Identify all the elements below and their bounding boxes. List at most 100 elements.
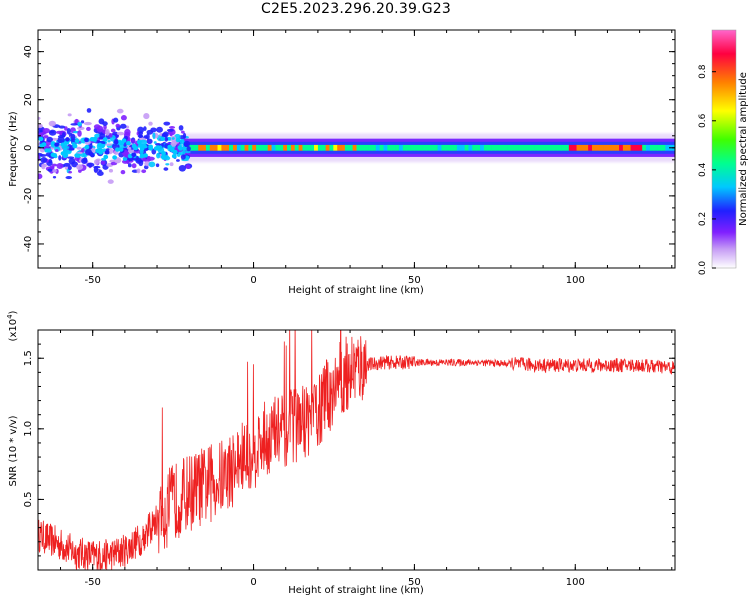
spectrogram-band-cell (422, 144, 427, 151)
spectrogram-band-cell (375, 144, 380, 151)
spectrogram-band-cell (267, 144, 272, 151)
spectrogram-scatter-core (103, 154, 109, 160)
spectrogram-band-cell (615, 144, 620, 151)
snr-frame (37, 329, 676, 571)
colorbar: 0.0 0.2 0.4 0.6 0.8 Normalized spectral ampl… (698, 29, 749, 275)
spectrogram-scatter-blob (178, 125, 184, 131)
spectrogram-band-cell (665, 144, 670, 151)
spectrogram-scatter-core (54, 142, 60, 147)
spectrogram-ytick-label: 0 (23, 145, 34, 151)
spectrogram-band-cell (464, 144, 469, 151)
spectrogram-band-cell (468, 144, 473, 151)
spectrogram-scatter-blob (81, 157, 88, 164)
spectrogram-scatter-blob (183, 140, 191, 147)
spectrogram-scatter-core (88, 151, 94, 156)
spectrogram-scatter-core (133, 145, 138, 151)
spectrogram-scatter-blob (65, 176, 73, 180)
spectrogram-scatter-core (121, 138, 127, 143)
spectrogram-scatter-blob (127, 148, 134, 154)
spectrogram-xlabel: Height of straight line (km) (288, 285, 424, 296)
spectrogram-band-cell (232, 144, 238, 151)
snr-ticks: -50 0 50 100 0.5 1.0 1.5 (23, 330, 675, 588)
spectrogram-band-cell (503, 144, 508, 151)
spectrogram-scatter-blob (67, 165, 72, 171)
spectrogram-band-cell (337, 144, 342, 151)
snr-series-line (38, 330, 675, 570)
spectrogram-band-cell (290, 144, 296, 151)
spectrogram-scatter-core (84, 144, 90, 150)
spectrogram-scatter-blob (38, 173, 43, 180)
spectrogram-band-cell (611, 144, 616, 151)
spectrogram-scatter-blob (137, 134, 144, 138)
spectrogram-band-cell (182, 144, 187, 151)
spectrogram-scatter-blob (119, 123, 127, 129)
spectrogram-scatter-blob (148, 161, 156, 168)
spectrogram-band-cell (209, 144, 214, 151)
spectrogram-band-cell (271, 144, 276, 151)
spectrogram-scatter-blob (81, 148, 85, 152)
spectrogram-band-cell (433, 144, 438, 151)
spectrogram-scatter-blob (99, 132, 106, 139)
spectrogram-scatter-core (72, 143, 78, 149)
spectrogram-scatter-blob (185, 164, 191, 169)
spectrogram-band-cell (576, 144, 581, 151)
spectrogram-scatter-core (44, 148, 50, 153)
spectrogram-scatter-blob (169, 162, 174, 167)
spectrogram-band-cell (657, 144, 662, 151)
spectrogram-ytick-label: -20 (23, 188, 34, 204)
spectrogram-band-cell (256, 144, 261, 151)
spectrogram-scatter-core (38, 136, 44, 142)
spectrogram-band-cell (348, 144, 353, 151)
snr-ytick-label: 0.5 (23, 491, 34, 507)
spectrogram-band-cell (445, 144, 450, 151)
spectrogram-scatter-core (167, 144, 173, 150)
spectrogram-band-cell (646, 144, 651, 151)
spectrogram-scatter-blob (116, 108, 124, 114)
spectrogram-band-cell (310, 144, 315, 151)
spectrogram-ytick-label: 20 (23, 93, 34, 106)
spectrogram-scatter-blob (108, 133, 113, 138)
spectrogram-scatter-blob (102, 121, 108, 126)
spectrogram-band-cell (317, 144, 323, 151)
spectrogram-band-cell (557, 144, 562, 151)
spectrogram-ytick-label: -40 (23, 236, 34, 252)
spectrogram-band-cell (487, 144, 492, 151)
spectrogram-scatter-blob (100, 160, 106, 165)
spectrogram-band-cell (499, 144, 504, 151)
spectrogram-scatter-blob (96, 170, 104, 176)
snr-panel: -50 0 50 100 0.5 1.0 1.5 Height of straight li… (6, 310, 676, 596)
spectrogram-band-cell (275, 144, 280, 151)
spectrogram-scatter-blob (41, 164, 46, 170)
spectrogram-band-cell (619, 144, 624, 151)
spectrogram-scatter-blob (182, 132, 187, 139)
spectrogram-scatter-blob (52, 169, 57, 173)
figure-title: C2E5.2023.296.20.39.G23 (261, 1, 451, 17)
spectrogram-scatter-core (143, 153, 148, 158)
spectrogram-band-cell (364, 144, 369, 151)
spectrogram-scatter-blob (124, 128, 131, 136)
spectrogram-band-cell (325, 144, 330, 151)
spectrogram-band-cell (630, 144, 635, 151)
spectrogram-scatter-blob (76, 164, 84, 170)
spectrogram-scatter-blob (176, 159, 180, 162)
spectrogram-scatter-blob (77, 126, 85, 131)
spectrogram-band-cell (202, 144, 207, 151)
spectrogram-scatter-blob (110, 128, 116, 133)
spectrogram-band-cell (341, 144, 346, 151)
spectrogram-band-cell (406, 144, 411, 151)
spectrogram-band-cell (584, 144, 589, 151)
spectrogram-scatter-blob (94, 133, 101, 138)
spectrogram-scatter-blob (40, 156, 48, 164)
spectrogram-band-cell (198, 144, 203, 151)
spectrogram-scatter-blob (141, 169, 147, 174)
spectrogram-xtick-label: 50 (408, 275, 421, 286)
spectrogram-scatter-blob (156, 152, 161, 159)
spectrogram-band-cell (453, 144, 458, 151)
spectrogram-scatter-blob (156, 126, 163, 133)
spectrogram-band-cell (518, 144, 523, 151)
spectrogram-scatter-blob (62, 131, 66, 138)
spectrogram-heatmap (38, 108, 675, 184)
snr-xtick-label: 50 (408, 577, 421, 588)
spectrogram-scatter-blob (93, 166, 99, 173)
spectrogram-scatter-core (126, 141, 131, 146)
